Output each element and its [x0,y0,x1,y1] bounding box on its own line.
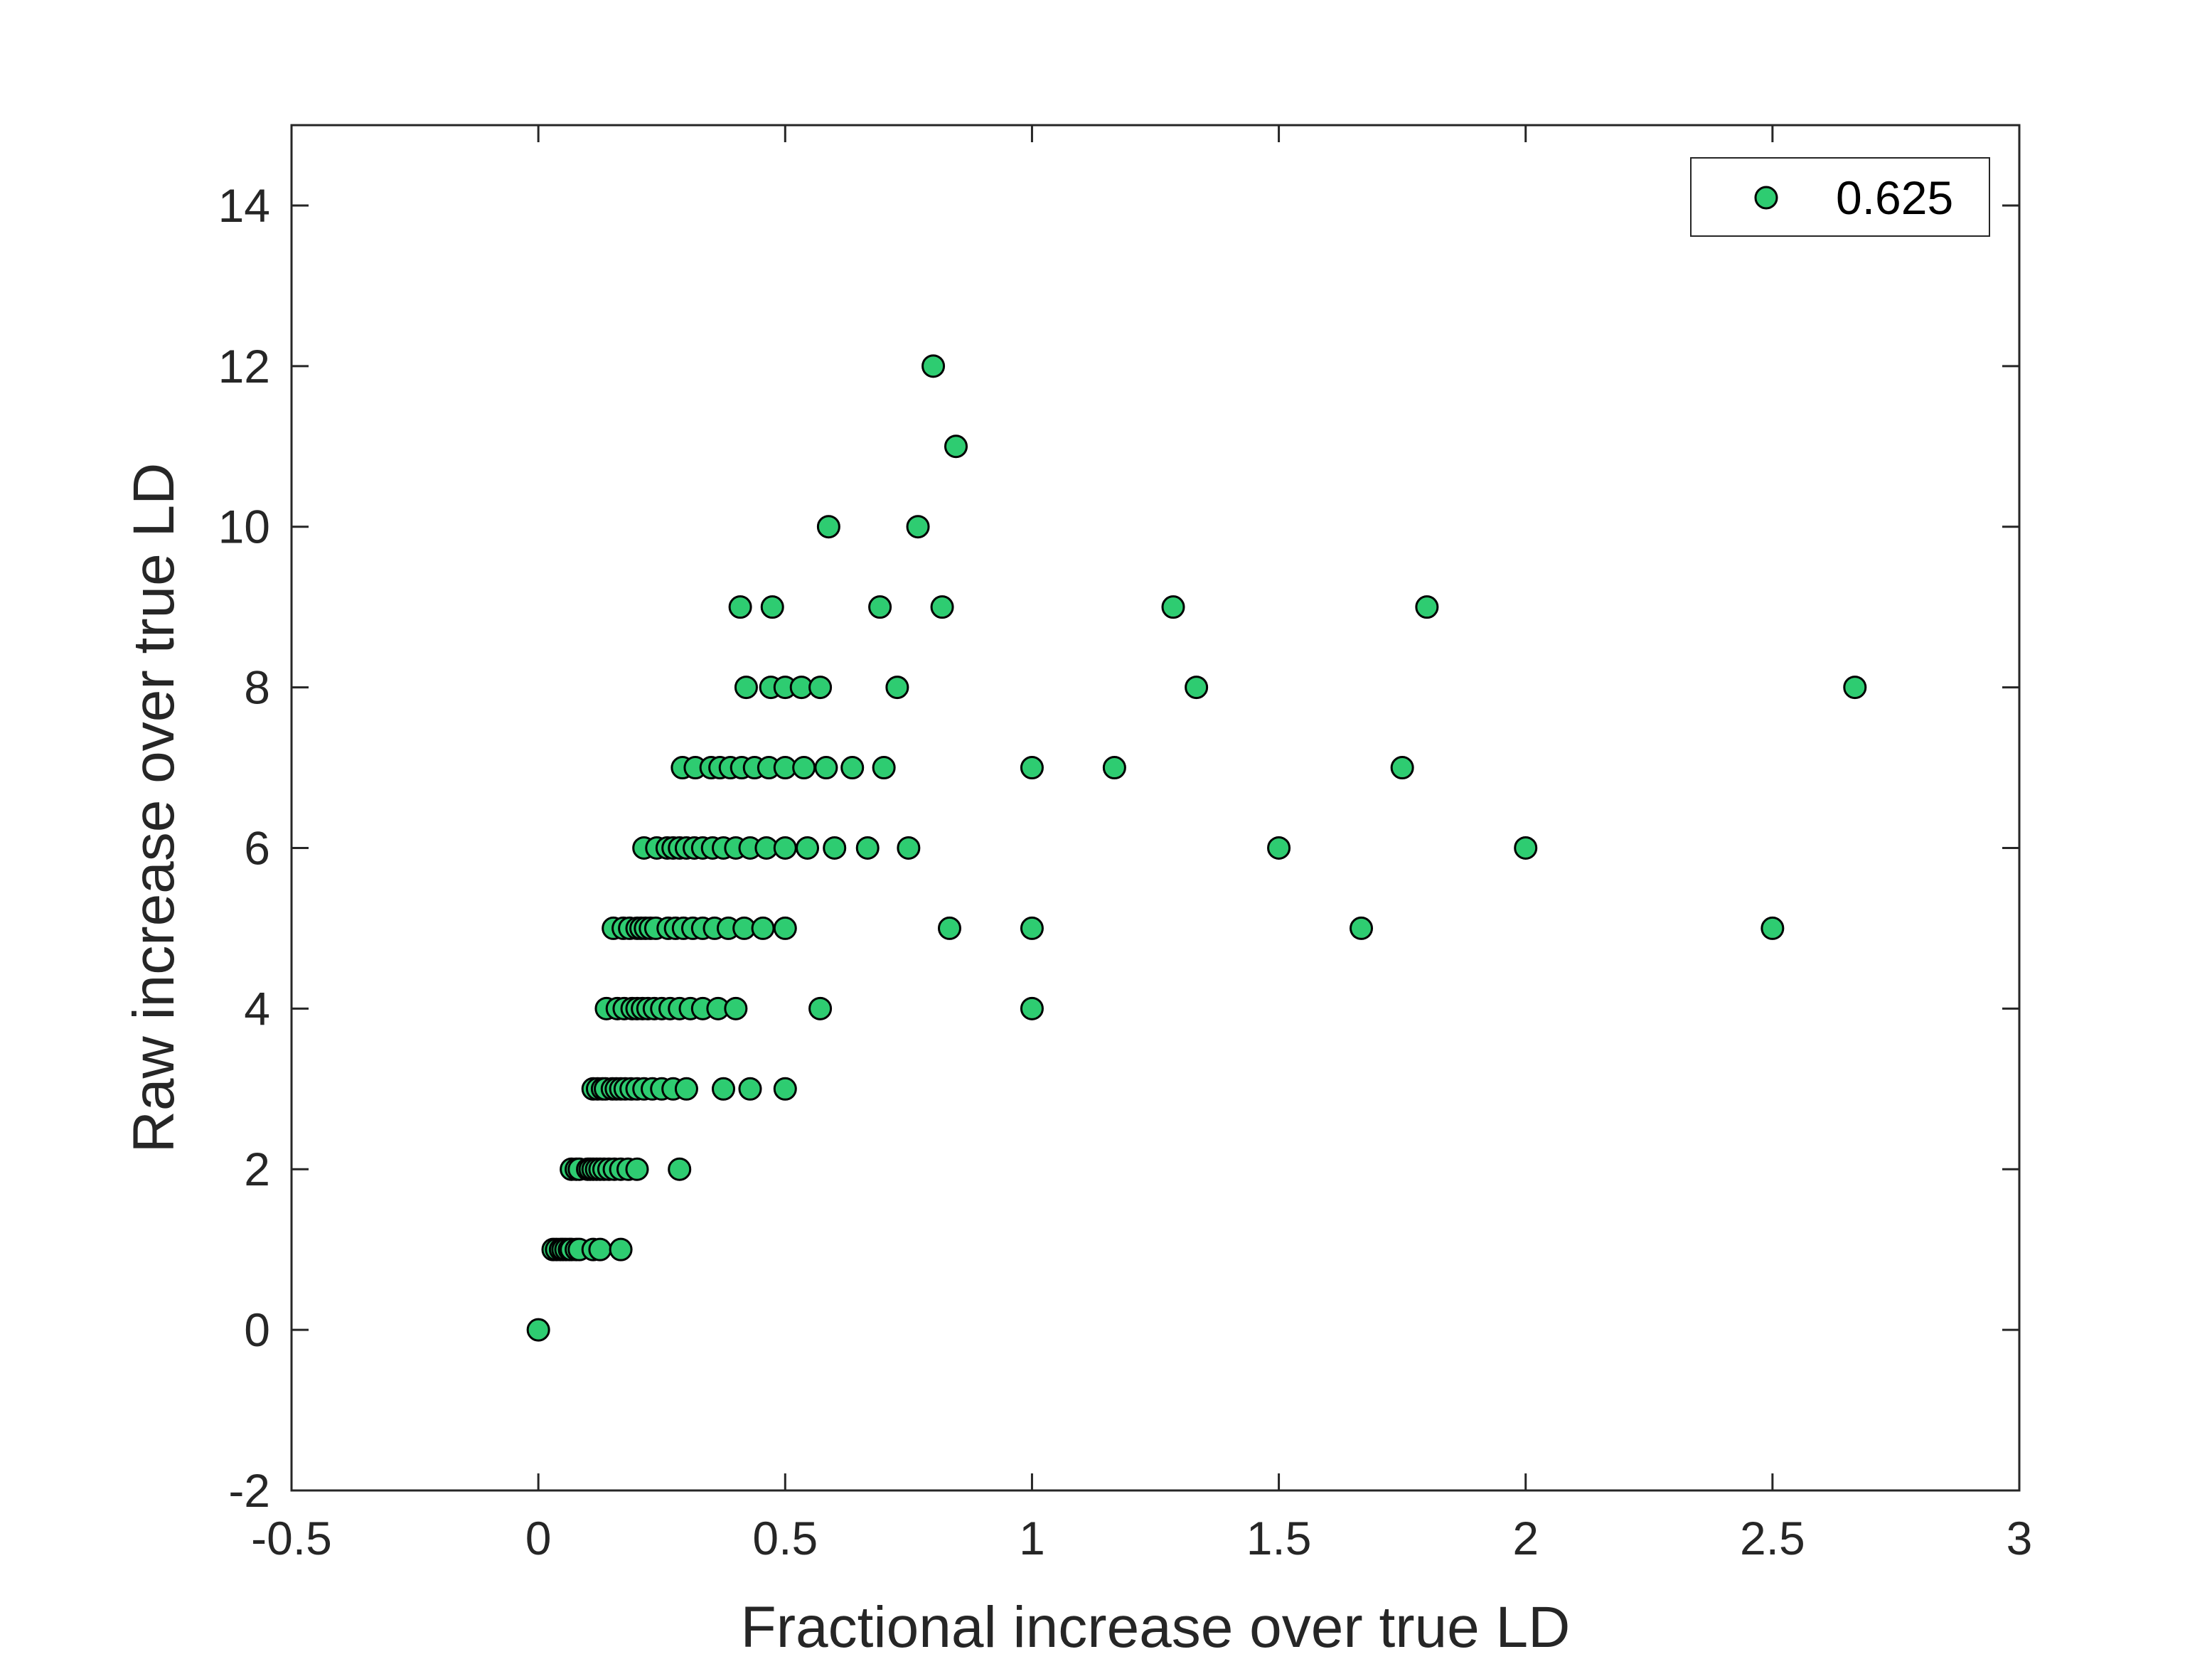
data-point [760,595,784,619]
data-point [1843,676,1867,700]
data-point [1760,916,1785,940]
data-point [588,1237,612,1261]
data-point [868,595,892,619]
data-point [1350,916,1374,940]
y-tick-label: 2 [244,1143,270,1195]
data-point [792,756,816,780]
data-point [1161,595,1185,619]
data-point [921,354,946,378]
data-point [728,595,752,619]
data-points [526,354,1867,1342]
data-point [738,1077,762,1101]
data-point [823,836,847,860]
x-tick-label: 3 [2007,1512,2033,1564]
x-tick-label: 2.5 [1740,1512,1805,1564]
data-point [840,756,865,780]
data-point [1020,756,1044,780]
data-point [816,515,840,539]
axes-box [290,124,2021,1492]
y-tick-label: 6 [244,821,270,874]
legend-marker [1754,186,1778,210]
data-point [712,1077,735,1101]
data-point [885,676,909,700]
data-point [674,1077,698,1101]
data-point [773,1077,797,1101]
y-axis-title: Raw increase over true LD [122,463,186,1153]
y-tick-label: 4 [244,982,270,1035]
data-point [1185,676,1209,700]
data-point [724,996,748,1020]
data-point [773,836,797,860]
y-tick-label: 10 [218,501,270,553]
y-tick-label: 8 [244,661,270,714]
data-point [609,1237,633,1261]
data-point [897,836,921,860]
x-tick-label: 2 [1512,1512,1539,1564]
data-point [872,756,896,780]
legend-box [1690,157,1990,237]
legend-label: 0.625 [1836,171,1953,224]
data-point [773,916,797,940]
data-point [1102,756,1126,780]
x-tick-label: 1 [1019,1512,1045,1564]
x-tick-label: 1.5 [1246,1512,1312,1564]
data-point [906,515,930,539]
data-point [1020,916,1044,940]
data-point [734,676,758,700]
legend: 0.625 [1690,157,1990,237]
data-point [944,434,968,459]
data-point [855,836,880,860]
data-point [751,916,775,940]
plot-area [292,125,2019,1490]
data-point [625,1157,649,1181]
data-point [668,1157,692,1181]
x-tick-label: 0 [525,1512,552,1564]
x-tick-label: 0.5 [752,1512,818,1564]
data-point [1415,595,1439,619]
y-axis: -2 0 2 4 6 8 10 12 14 [218,179,2019,1517]
data-point [808,676,833,700]
data-point [1514,836,1538,860]
x-axis: -0.5 0 0.5 1 1.5 2 2.5 3 [251,125,2032,1564]
data-point [937,916,961,940]
data-point [1020,996,1044,1020]
data-point [1390,756,1414,780]
y-tick-label: 0 [244,1303,270,1356]
x-axis-title: Fractional increase over true LD [741,1595,1571,1659]
data-point [796,836,820,860]
data-point [526,1318,550,1342]
y-tick-label: -2 [228,1464,270,1517]
data-point [930,595,954,619]
data-point [814,756,838,780]
y-tick-label: 12 [218,340,270,393]
x-tick-label: -0.5 [251,1512,332,1564]
data-point [1267,836,1291,860]
y-tick-label: 14 [218,179,270,232]
data-point [808,996,833,1020]
